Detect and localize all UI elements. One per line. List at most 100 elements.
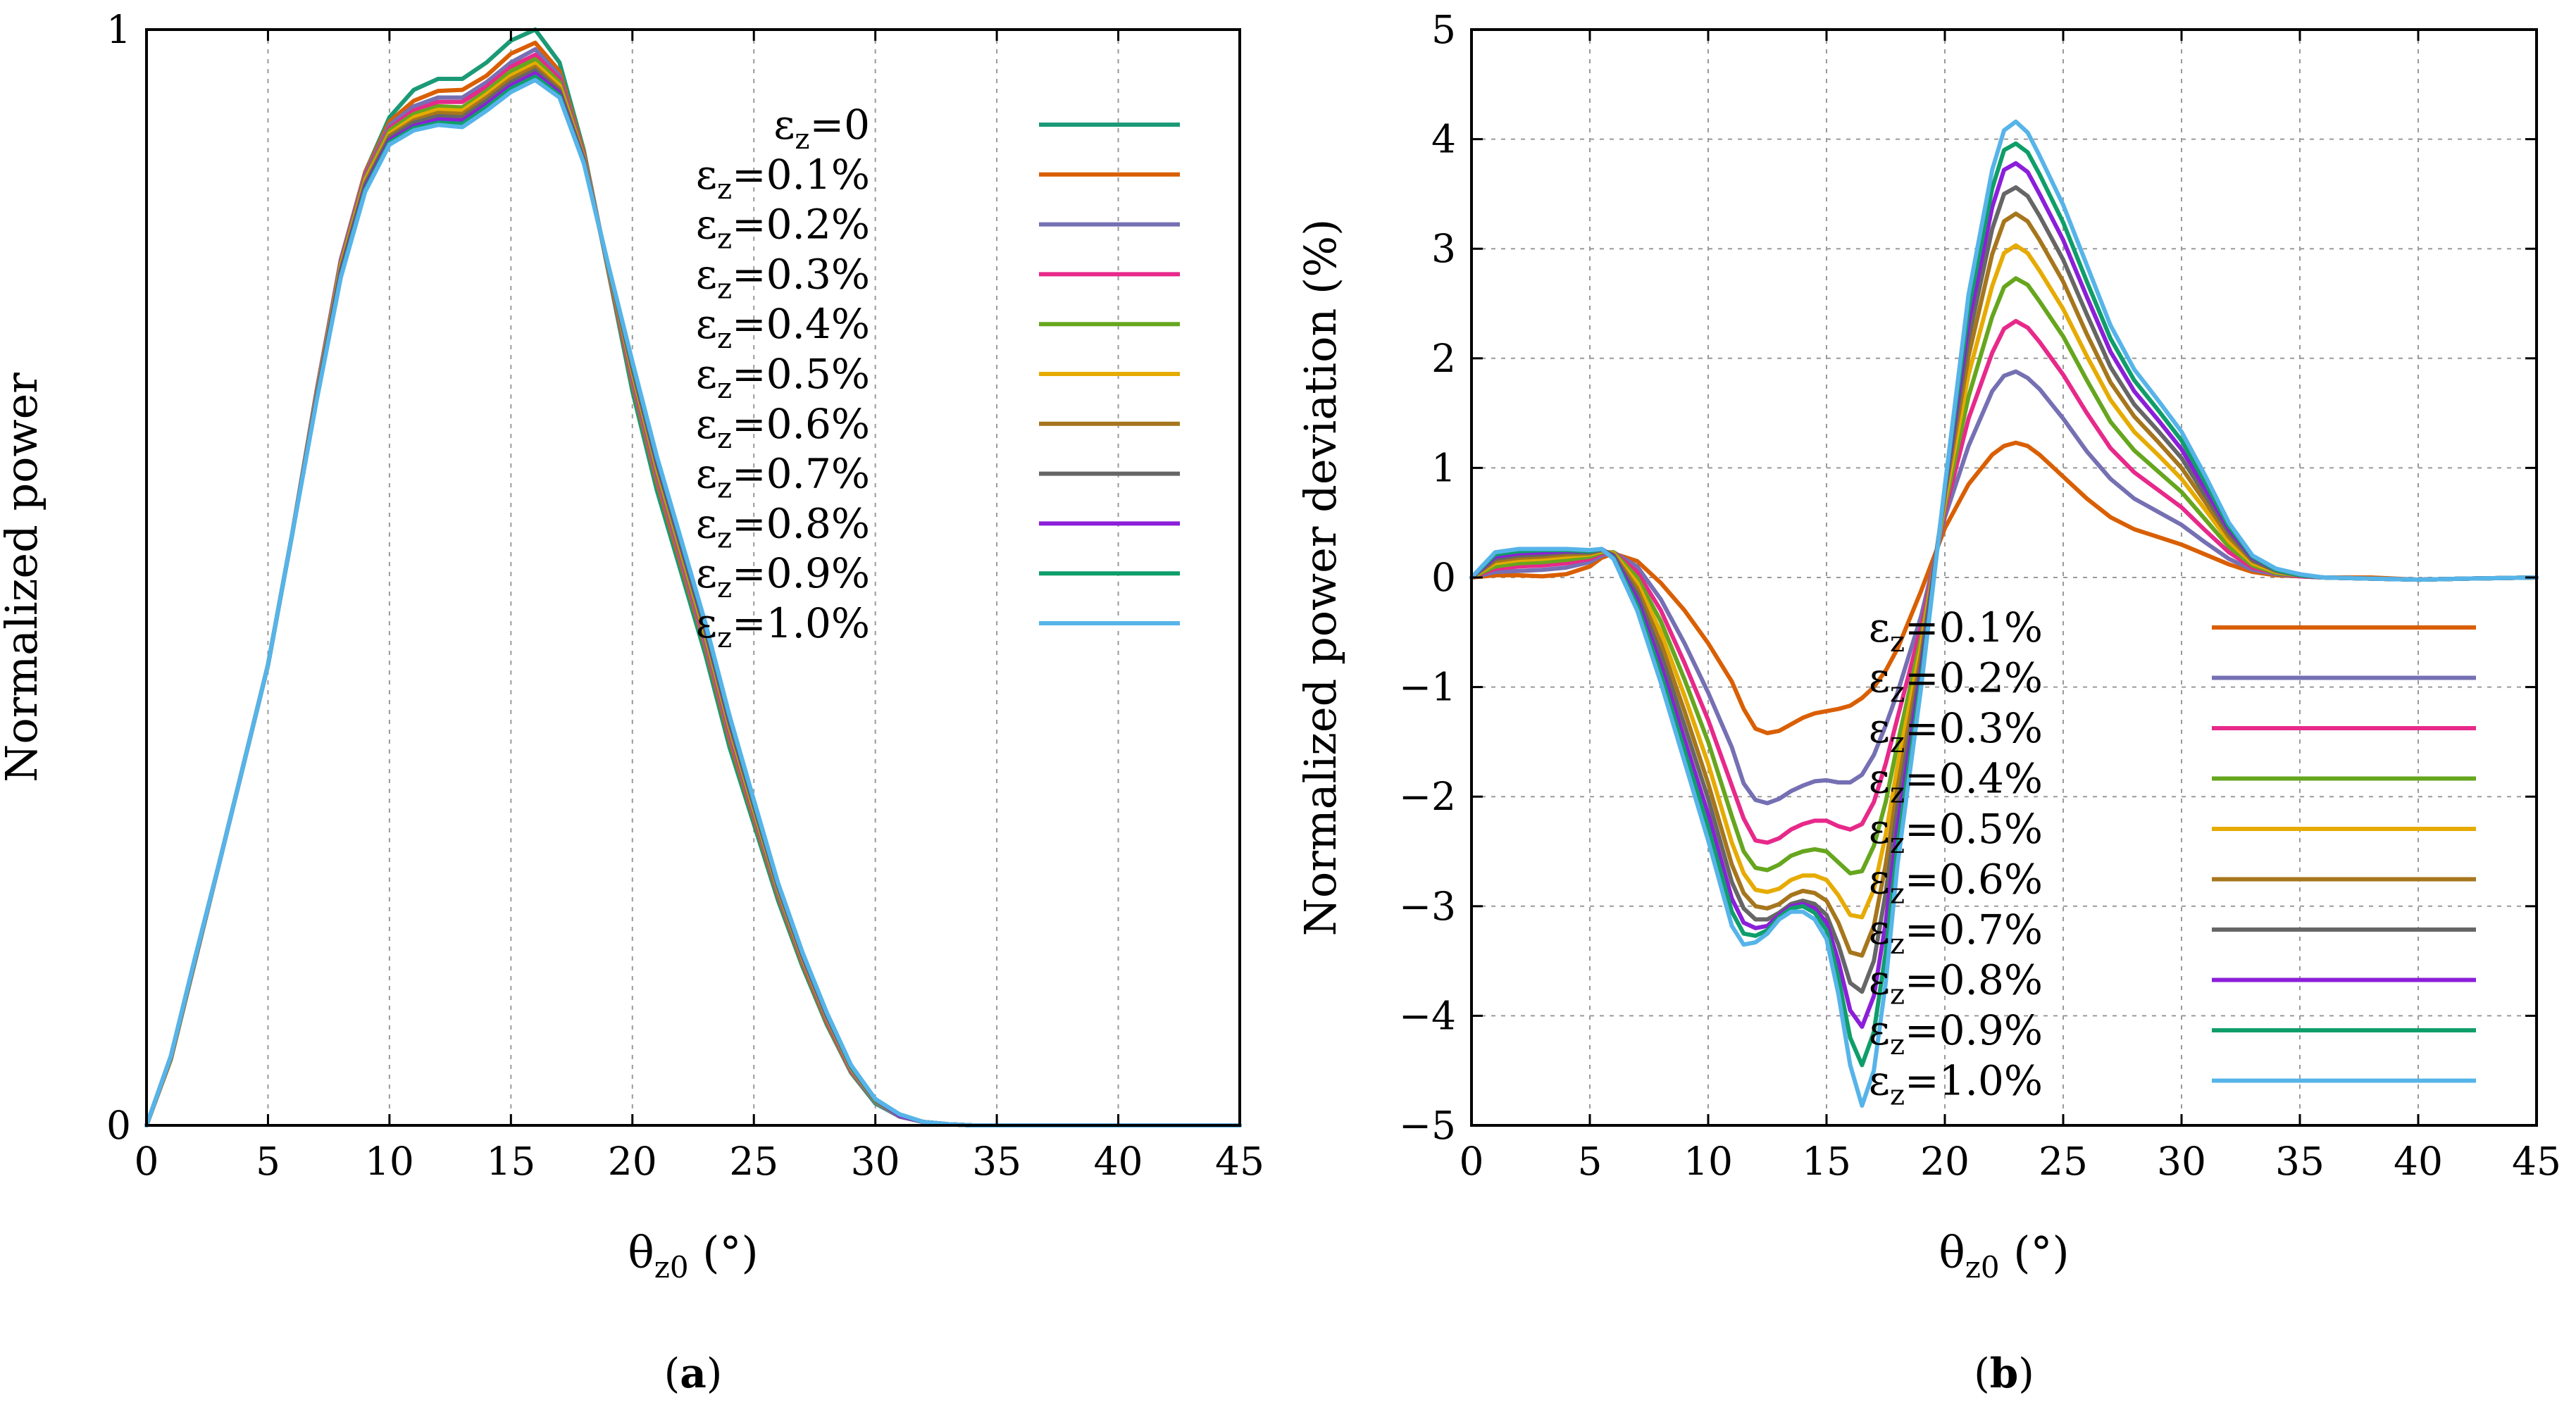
legend-symbol: ε <box>1869 704 1890 752</box>
panel-b-x-tick-label-9: 45 <box>2512 1139 2561 1184</box>
legend-subscript: z <box>717 223 732 256</box>
legend-value: =0.1% <box>732 151 870 199</box>
panel-b-y-tick-label-8: 3 <box>1431 226 1456 271</box>
panel-b-x-tick-label-0: 0 <box>1460 1139 1484 1184</box>
panel-a-x-axis-label: θz0 (°) <box>628 1227 758 1285</box>
panel-a-legend-label-9: εz=0.9% <box>696 549 870 604</box>
panel-b-series-line-2 <box>1469 318 2539 845</box>
panel-a-x-tick-label-6: 30 <box>851 1139 900 1184</box>
legend-subscript: z <box>717 522 732 554</box>
panel-b-x-tick-label-6: 30 <box>2157 1139 2206 1184</box>
legend-symbol: ε <box>696 350 717 398</box>
legend-value: =0.2% <box>732 201 870 249</box>
panel-b-legend-label-3: εz=0.4% <box>1869 755 2043 810</box>
legend-subscript: z <box>1890 827 1905 860</box>
legend-subscript: z <box>717 572 732 604</box>
panel-b-y-tick-label-10: 5 <box>1431 7 1456 52</box>
legend-symbol: ε <box>1869 654 1890 702</box>
panel-a-x-tick-label-4: 20 <box>608 1139 657 1184</box>
panel-b-x-tick-label-3: 15 <box>1802 1139 1851 1184</box>
panel-b-x-axis-label: θz0 (°) <box>1939 1227 2069 1285</box>
legend-symbol: ε <box>1869 856 1890 904</box>
legend-symbol: ε <box>696 250 717 298</box>
panel-b-y-tick-label-5: 0 <box>1431 555 1456 600</box>
panel-a-x-tick-label-5: 25 <box>729 1139 778 1184</box>
panel-b-x-tick-label-2: 10 <box>1684 1139 1733 1184</box>
legend-value: =0.4% <box>1905 755 2043 803</box>
panel-b-y-tick-label-3: −2 <box>1399 774 1456 819</box>
legend-subscript: z <box>795 123 809 156</box>
panel-a-x-tick-label-0: 0 <box>135 1139 159 1184</box>
panel-b-y-tick-label-0: −5 <box>1399 1103 1456 1148</box>
legend-symbol: ε <box>1869 1006 1890 1054</box>
panel-a-legend-label-10: εz=1.0% <box>696 599 870 654</box>
panel-b-legend-label-0: εz=0.1% <box>1869 604 2043 658</box>
panel-b-y-tick-label-6: 1 <box>1431 445 1456 490</box>
legend-subscript: z <box>1890 979 1905 1011</box>
legend-value: =0.2% <box>1905 654 2043 702</box>
legend-subscript: z <box>717 323 732 355</box>
legend-value: =0.4% <box>732 300 870 348</box>
legend-subscript: z <box>1890 677 1905 709</box>
legend-value: =0.5% <box>1905 805 2043 853</box>
legend-symbol: ε <box>696 599 717 647</box>
panel-b-y-tick-label-1: −4 <box>1399 993 1456 1038</box>
panel-a-legend-label-2: εz=0.2% <box>696 201 870 256</box>
panel-a-caption: (a) <box>664 1349 723 1397</box>
legend-value: =0.8% <box>732 499 870 547</box>
legend-subscript: z <box>1890 727 1905 759</box>
legend-symbol: ε <box>696 450 717 498</box>
panel-b-caption: (b) <box>1974 1349 2034 1397</box>
panel-b-series-line-0 <box>1469 440 2539 735</box>
panel-b-legend-label-4: εz=0.5% <box>1869 805 2043 860</box>
legend-value: =1.0% <box>1905 1057 2043 1105</box>
panel-a-legend-label-0: εz=0 <box>773 101 870 156</box>
panel-b-y-tick-label-2: −3 <box>1399 884 1456 929</box>
panel-a-series <box>144 27 1242 1127</box>
panel-a-frame <box>145 28 1241 1127</box>
legend-value: =0.3% <box>732 250 870 298</box>
legend-symbol: ε <box>1869 1057 1890 1105</box>
panel-b-y-axis-label: Normalized power deviation (%) <box>1295 219 1346 937</box>
legend-symbol: ε <box>1869 755 1890 803</box>
legend-symbol: ε <box>696 400 717 448</box>
legend-subscript: z <box>1890 928 1905 961</box>
panel-a-x-tick-label-3: 15 <box>486 1139 535 1184</box>
panel-b-x-tick-label-7: 35 <box>2275 1139 2325 1184</box>
legend-value: =1.0% <box>732 599 870 647</box>
panel-b-series-line-3 <box>1469 276 2539 876</box>
panel-b-y-tick-label-4: −1 <box>1399 665 1456 710</box>
legend-symbol: ε <box>773 101 795 149</box>
panel-b-legend-label-5: εz=0.6% <box>1869 856 2043 911</box>
legend-value: =0.6% <box>732 400 870 448</box>
legend-subscript: z <box>717 622 732 654</box>
panel-b-series-line-1 <box>1469 369 2539 806</box>
panel-b-series-line-4 <box>1469 243 2539 920</box>
panel-a-x-tick-label-2: 10 <box>365 1139 414 1184</box>
legend-symbol: ε <box>696 151 717 199</box>
panel-b-x-tick-label-8: 40 <box>2394 1139 2443 1184</box>
panel-a-y-tick-label-0: 0 <box>106 1103 131 1148</box>
panel-b-legend-label-8: εz=0.9% <box>1869 1006 2043 1061</box>
panel-a-legend-label-1: εz=0.1% <box>696 151 870 206</box>
legend-symbol: ε <box>1869 805 1890 853</box>
panel-a: 0 5 10 15 20 25 30 35 40 45 0 1 Normalized power θz… <box>0 7 1264 1397</box>
legend-value: =0.1% <box>1905 604 2043 651</box>
legend-value: =0.8% <box>1905 956 2043 1004</box>
panel-b-series-line-9 <box>1469 119 2539 1108</box>
panel-a-y-tick-label-1: 1 <box>106 7 131 52</box>
panel-b-y-tick-label-7: 2 <box>1431 336 1456 381</box>
legend-subscript: z <box>1890 626 1905 658</box>
panel-b-legend-label-6: εz=0.7% <box>1869 906 2043 961</box>
legend-value: =0 <box>810 101 871 149</box>
legend-subscript: z <box>717 373 732 405</box>
legend-value: =0.3% <box>1905 704 2043 752</box>
panel-b-legend-label-9: εz=1.0% <box>1869 1057 2043 1112</box>
panel-a-legend-label-3: εz=0.3% <box>696 250 870 305</box>
panel-a-legend-label-6: εz=0.6% <box>696 400 870 455</box>
panel-b-legend-label-2: εz=0.3% <box>1869 704 2043 759</box>
legend-symbol: ε <box>696 300 717 348</box>
panel-a-ticks: 0 5 10 15 20 25 30 35 40 45 0 1 <box>106 7 1264 1184</box>
